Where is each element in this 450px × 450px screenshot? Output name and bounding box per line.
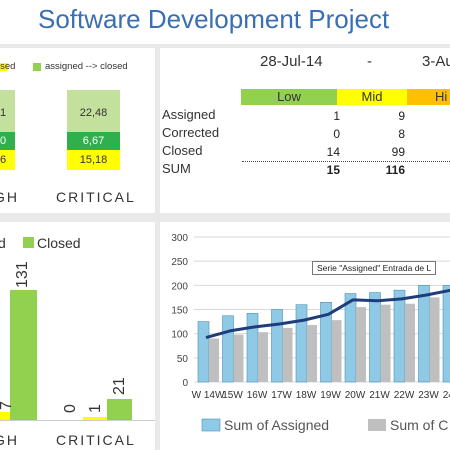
- status-chart-panel: closed assigned --> closed 01 80 36 GH 2…: [0, 48, 155, 213]
- closed-bar: [258, 332, 268, 382]
- closed-bar: [405, 303, 415, 382]
- legend-assigned-swatch: [201, 418, 221, 432]
- high-category-label: GH: [0, 189, 19, 205]
- closed-bar: [282, 327, 293, 382]
- y-tick-label: 200: [171, 281, 188, 292]
- critical-top-cell: 22,48: [67, 90, 120, 137]
- assigned-bar: [197, 321, 210, 383]
- legend-assigned-label: Sum of Assigned: [224, 417, 329, 433]
- closed-bars-panel: d Closed 7 131 0 1 21 GH CRITICAL: [0, 222, 155, 450]
- x-tick-label: 21W: [369, 390, 390, 401]
- legend-assigned-closed-label: assigned --> closed: [45, 61, 128, 72]
- assigned-bar: [222, 315, 234, 383]
- row-label-closed: Closed: [162, 143, 203, 158]
- critical-bar-category-label: CRITICAL: [56, 432, 136, 448]
- x-tick-label: 19W: [320, 390, 341, 401]
- assigned-bar: [271, 309, 283, 383]
- summary-table-panel: 28-Jul-14 - 3-Au Low Mid Hi Assigned Cor…: [160, 48, 450, 213]
- assigned-bar: [418, 285, 430, 383]
- high-green-bar-label: 131: [14, 261, 31, 288]
- x-tick-label: 20W: [345, 390, 366, 401]
- legend-closed-label: closed: [0, 61, 16, 72]
- weekly-chart-panel: 0 50 100 150 200 250 300 W 14W 15W 16W 17W 18W 19W 20…: [160, 222, 450, 450]
- critical-yellow-bar: [83, 417, 108, 420]
- critical-category-label: CRITICAL: [56, 189, 136, 205]
- x-tick-label: 16W: [247, 390, 268, 401]
- closed-bar: [331, 320, 342, 382]
- legend-closed-swatch: [368, 419, 386, 431]
- x-tick-label: 17W: [271, 390, 292, 401]
- closed-bar: [307, 324, 317, 382]
- y-tick-label: 300: [171, 233, 188, 244]
- y-tick-label: 0: [182, 378, 188, 389]
- critical-yellow-bar-label: 1: [87, 404, 104, 413]
- x-tick-label: 23W: [418, 390, 439, 401]
- end-date: 3-Au: [422, 53, 450, 70]
- assigned-bar: [295, 304, 308, 383]
- closed-bar: [380, 304, 391, 382]
- date-separator: -: [367, 53, 372, 70]
- series-tooltip: Serie "Assigned" Entrada de L: [312, 261, 437, 275]
- sum-mid-value: 116: [385, 163, 405, 177]
- x-tick-label: W 14W: [192, 390, 225, 401]
- x-tick-label: 15W: [222, 390, 243, 401]
- closed-bar: [429, 297, 440, 382]
- closed-bar: [233, 334, 244, 382]
- high-yellow-bar: [0, 412, 10, 420]
- assigned-bar: [246, 313, 259, 383]
- legend-partial-label: d: [0, 235, 6, 251]
- legend-closed-bar-label: Closed: [37, 235, 81, 251]
- sum-low-value: 15: [326, 163, 340, 177]
- legend-closed-swatch: [0, 63, 8, 71]
- critical-bottom-cell: 15,18: [67, 150, 120, 170]
- row-label-assigned: Assigned: [162, 107, 216, 122]
- critical-zero-label: 0: [62, 404, 79, 413]
- page-title: Software Development Project: [38, 4, 390, 34]
- x-tick-label: 18W: [296, 390, 317, 401]
- band-low: Low: [241, 89, 337, 105]
- high-bar-category-label: GH: [0, 432, 19, 448]
- assigned-mid-value: 9: [398, 109, 405, 123]
- row-label-corrected: Corrected: [162, 125, 220, 140]
- closed-bar: [209, 338, 219, 382]
- assigned-bar: [369, 292, 381, 383]
- corrected-mid-value: 8: [398, 127, 405, 141]
- band-high: Hi: [407, 89, 450, 105]
- high-top-cell: 01: [0, 90, 15, 137]
- y-tick-label: 100: [171, 330, 188, 341]
- critical-mid-cell: 6,67: [67, 132, 120, 150]
- closed-low-value: 14: [326, 145, 340, 159]
- high-bottom-cell: 36: [0, 150, 15, 170]
- trend-line: [205, 288, 450, 339]
- legend-assigned-closed-swatch: [33, 63, 41, 71]
- y-tick-label: 50: [177, 354, 189, 365]
- x-tick-label: 24W: [443, 390, 450, 401]
- critical-green-bar-label: 21: [111, 377, 128, 395]
- closed-bar: [356, 307, 366, 382]
- start-date: 28-Jul-14: [260, 53, 323, 70]
- high-green-bar: [10, 290, 37, 420]
- sum-divider: [242, 161, 450, 162]
- legend-closed-label: Sum of C: [390, 417, 448, 433]
- high-mid-cell: 80: [0, 132, 15, 150]
- assigned-bar: [344, 293, 357, 383]
- assigned-bar: [442, 285, 450, 383]
- x-tick-label: 22W: [394, 390, 415, 401]
- bar-axis-line: [0, 420, 155, 421]
- high-yellow-bar-label: 7: [0, 401, 16, 410]
- y-tick-label: 150: [171, 306, 188, 317]
- critical-green-bar: [107, 399, 132, 420]
- assigned-bar: [393, 289, 406, 383]
- band-mid: Mid: [337, 89, 407, 105]
- corrected-low-value: 0: [333, 127, 340, 141]
- row-label-sum: SUM: [162, 161, 191, 176]
- closed-mid-value: 99: [391, 145, 405, 159]
- legend-closed-bar-swatch: [23, 237, 34, 248]
- assigned-low-value: 1: [333, 109, 340, 123]
- dashboard-title-bar: Software Development Project: [0, 0, 450, 44]
- y-tick-label: 250: [171, 257, 188, 268]
